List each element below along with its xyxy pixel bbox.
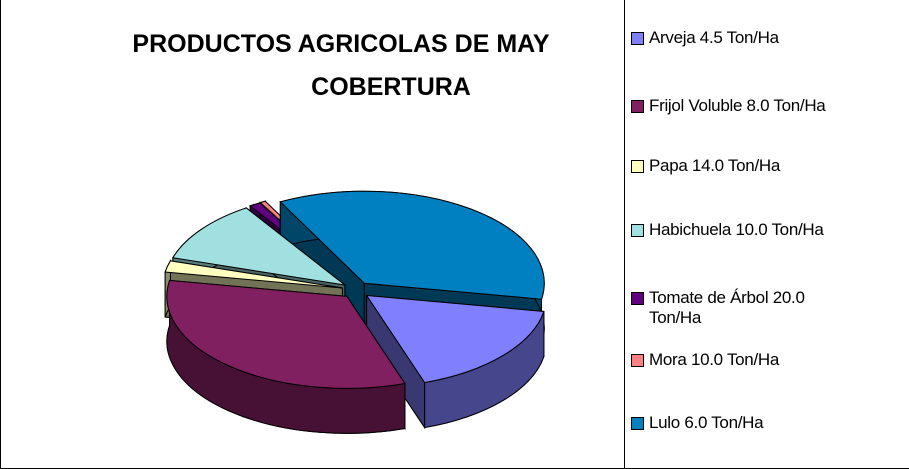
legend-swatch: [631, 354, 644, 367]
legend-swatch: [631, 100, 644, 113]
slice-part: [166, 279, 406, 389]
slice-part: [279, 190, 545, 300]
slice: [166, 279, 406, 434]
legend-swatch: [631, 160, 644, 173]
chart-title: COBERTURA: [311, 73, 471, 101]
legend-item: Habichuela 10.0 Ton/Ha: [631, 220, 901, 240]
legend-swatch: [631, 32, 644, 45]
slice-part: [172, 207, 347, 286]
legend-swatch: [631, 417, 644, 430]
legend-label: Arveja 4.5 Ton/Ha: [649, 28, 779, 47]
slice-part: [164, 260, 343, 289]
slice: [365, 293, 545, 430]
legend-label: Habichuela 10.0 Ton/Ha: [649, 220, 824, 239]
legend-label: Lulo 6.0 Ton/Ha: [649, 413, 764, 432]
legend-item: Arveja 4.5 Ton/Ha: [631, 28, 901, 48]
legend-item: Tomate de Árbol 20.0 Ton/Ha: [631, 288, 901, 328]
legend-label: Tomate de Árbol 20.0 Ton/Ha: [649, 288, 805, 327]
legend-swatch: [631, 224, 644, 237]
legend-item: Lulo 6.0 Ton/Ha: [631, 413, 901, 433]
legend-item: Papa 14.0 Ton/Ha: [631, 156, 901, 176]
chart-title: PRODUCTOS AGRICOLAS DE MAY: [132, 30, 550, 58]
legend: Arveja 4.5 Ton/Ha Frijol Voluble 8.0 Ton/…: [624, 0, 909, 468]
legend-item: Mora 10.0 Ton/Ha: [631, 350, 901, 370]
legend-swatch: [631, 292, 644, 305]
slice-part: [365, 294, 545, 384]
legend-item: Frijol Voluble 8.0 Ton/Ha: [631, 96, 901, 116]
plot: PRODUCTOS AGRICOLAS DE MAY COBERTURA: [132, 30, 550, 434]
legend-label: Papa 14.0 Ton/Ha: [649, 156, 780, 175]
legend-label: Frijol Voluble 8.0 Ton/Ha: [649, 96, 826, 115]
legend-label: Mora 10.0 Ton/Ha: [649, 350, 780, 369]
